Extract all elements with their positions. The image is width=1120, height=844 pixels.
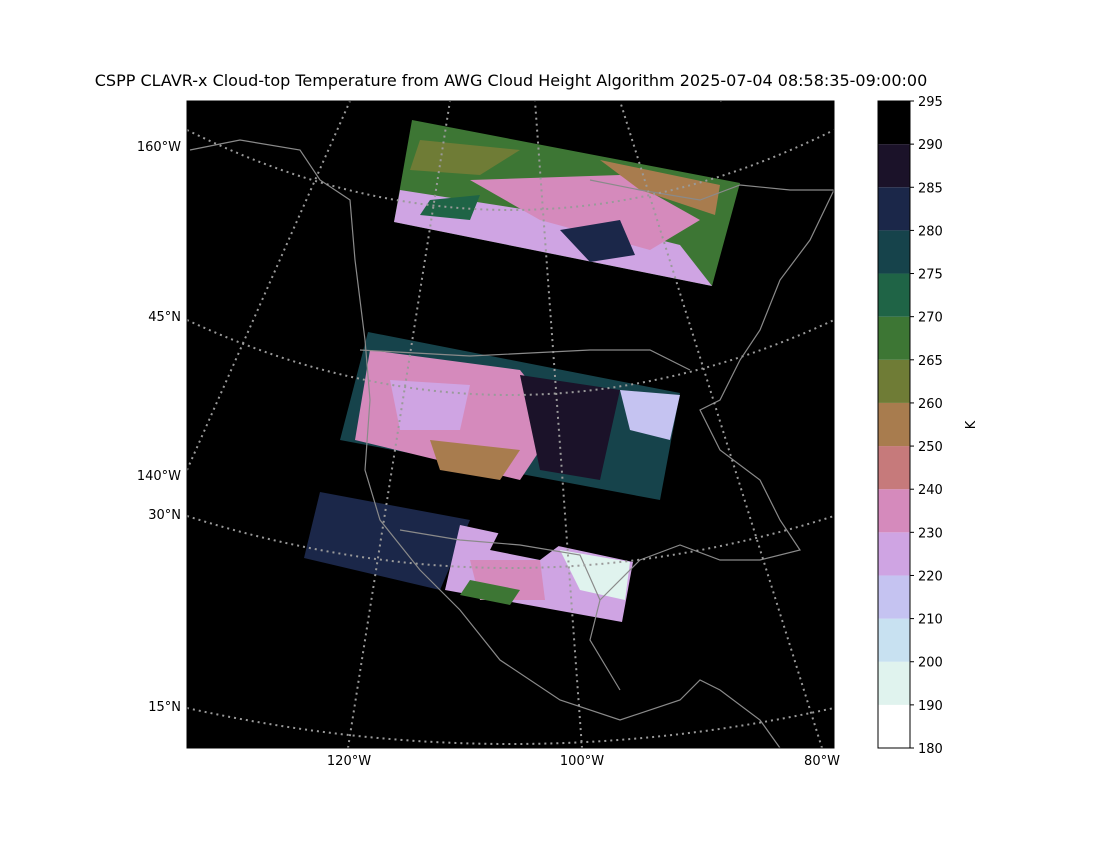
colorbar-bin [878,316,910,360]
colorbar-tick-label: 240 [918,483,943,498]
bottom-label: 100°W [560,754,604,769]
colorbar-bin [878,144,910,188]
colorbar-tick-label: 190 [918,699,943,714]
colorbar-tick-label: 180 [918,742,943,757]
colorbar-tick-label: 295 [918,95,943,110]
left-label: 140°W [137,469,181,484]
map [186,100,835,749]
colorbar-tick-label: 270 [918,311,943,326]
colorbar-bin [878,230,910,274]
colorbar-tick-label: 280 [918,224,943,239]
colorbar-label: K [964,420,979,429]
colorbar-bin [878,359,910,403]
left-label: 30°N [148,508,181,523]
colorbar-frame [877,100,911,749]
left-label: 45°N [148,310,181,325]
map-frame [186,100,835,749]
colorbar-tick-label: 275 [918,268,943,283]
colorbar-tick-label: 285 [918,181,943,196]
bottom-label: 120°W [327,754,371,769]
colorbar-bin [878,575,910,619]
colorbar: 180 190 200 210 220 230 240 250 260 265 270 275 280 2… [877,95,943,757]
colorbar-tick-label: 290 [918,138,943,153]
colorbar-bin [878,489,910,533]
colorbar-tick-label: 220 [918,569,943,584]
colorbar-tick-label: 200 [918,656,943,671]
swath-middle [340,332,680,500]
left-label: 160°W [137,140,181,155]
left-labels: 160°W 45°N 140°W 30°N 15°N [137,140,181,715]
colorbar-bin [878,661,910,705]
colorbar-tick-label: 250 [918,440,943,455]
colorbar-bin [878,532,910,576]
colorbar-bin [878,187,910,231]
colorbar-bin [878,704,910,748]
colorbar-bin [878,446,910,490]
colorbar-tick-label: 265 [918,354,943,369]
colorbar-bin [878,101,910,145]
swath-north [394,120,740,286]
colorbar-bin [878,402,910,447]
colorbar-tick-label: 230 [918,526,943,541]
colorbar-bin [878,618,910,662]
bottom-labels: 120°W 100°W 80°W [327,754,840,769]
colorbar-bin [878,273,910,317]
colorbar-tick-label: 210 [918,613,943,628]
left-label: 15°N [148,700,181,715]
colorbar-tick-label: 260 [918,397,943,412]
title: CSPP CLAVR-x Cloud-top Temperature from … [95,71,928,90]
bottom-label: 80°W [804,754,840,769]
